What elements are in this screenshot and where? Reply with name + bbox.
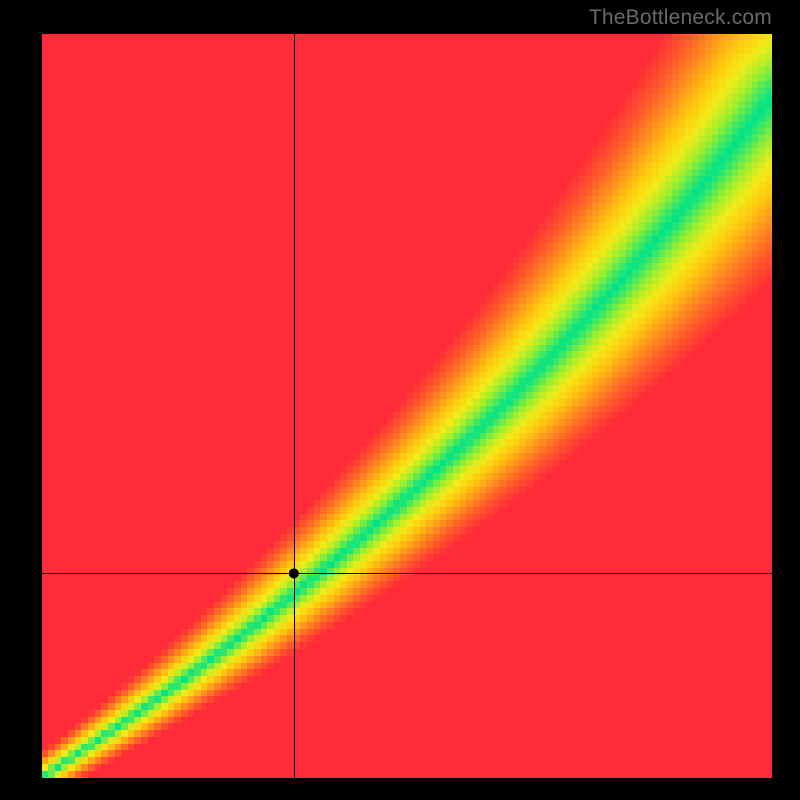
chart-container: TheBottleneck.com bbox=[0, 0, 800, 800]
heatmap-canvas bbox=[42, 34, 772, 778]
watermark-label: TheBottleneck.com bbox=[589, 6, 772, 30]
